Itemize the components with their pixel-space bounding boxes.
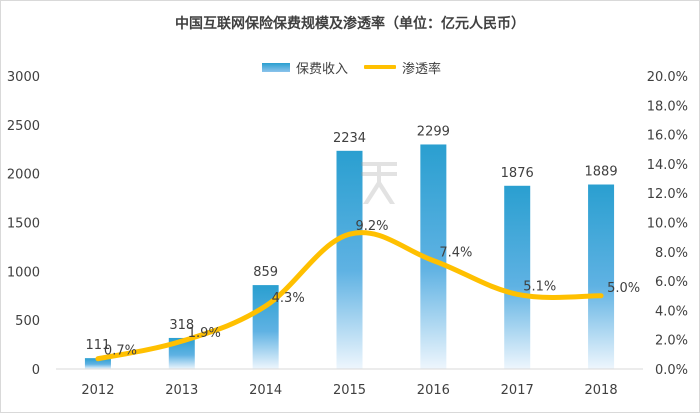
y-left-tick-label: 2500 [7, 119, 40, 134]
x-tick-label: 2017 [501, 383, 534, 398]
y-right-tick-label: 0.0% [655, 363, 688, 378]
line-data-label: 7.4% [439, 246, 472, 261]
line-data-label: 1.9% [188, 326, 221, 341]
bar-data-label: 1876 [501, 166, 534, 181]
y-left-tick-label: 500 [15, 314, 40, 329]
x-tick-label: 2013 [165, 383, 198, 398]
legend-bar-swatch [262, 62, 290, 72]
legend-item-penetration: 渗透率 [364, 58, 441, 77]
y-right-tick-label: 16.0% [647, 129, 688, 144]
line-data-label: 4.3% [272, 291, 305, 306]
y-right-tick-label: 2.0% [655, 334, 688, 349]
bar [84, 358, 111, 369]
y-left-tick-label: 1000 [7, 265, 40, 280]
bar [504, 185, 531, 369]
bar-data-label: 859 [253, 265, 278, 280]
chart-legend: 保费收入 渗透率 [262, 58, 457, 77]
legend-label-premium: 保费收入 [296, 61, 349, 77]
x-tick-label: 2015 [333, 383, 366, 398]
chart-title: 中国互联网保险保费规模及渗透率（单位：亿元人民币） [175, 16, 525, 32]
bar-data-label: 2299 [417, 124, 450, 139]
y-right-tick-label: 14.0% [647, 158, 688, 173]
y-right-tick-label: 12.0% [647, 187, 688, 202]
y-right-tick-label: 8.0% [655, 246, 688, 261]
brand-logo-icon [361, 162, 397, 204]
legend-label-penetration: 渗透率 [402, 61, 442, 77]
y-right-tick-label: 4.0% [655, 304, 688, 319]
line-data-label: 9.2% [356, 219, 389, 234]
x-tick-label: 2018 [585, 383, 618, 398]
line-point [264, 305, 267, 308]
line-point [180, 340, 183, 343]
x-tick-label: 2016 [417, 383, 450, 398]
line-point [348, 233, 351, 236]
bar-data-label: 1889 [585, 165, 618, 180]
line-point [96, 357, 99, 360]
bar-data-label: 111 [86, 338, 111, 353]
y-left-tick-label: 3000 [7, 70, 40, 85]
y-right-tick-label: 10.0% [647, 217, 688, 232]
legend-line-swatch [364, 65, 397, 69]
x-tick-label: 2012 [81, 383, 114, 398]
y-left-tick-label: 0 [32, 363, 40, 378]
y-right-tick-label: 20.0% [647, 70, 688, 85]
legend-item-premium: 保费收入 [262, 58, 348, 77]
bar-data-label: 2234 [333, 131, 366, 146]
y-left-tick-label: 1500 [7, 217, 40, 232]
bar-data-label: 318 [169, 318, 194, 333]
bar [336, 150, 363, 369]
x-tick-label: 2014 [249, 383, 282, 398]
line-data-label: 0.7% [104, 344, 137, 359]
y-right-tick-label: 18.0% [647, 99, 688, 114]
y-right-tick-label: 6.0% [655, 275, 688, 290]
line-point [516, 293, 519, 296]
y-left-tick-label: 2000 [7, 168, 40, 183]
line-point [600, 294, 603, 297]
line-point [432, 259, 435, 262]
bar [588, 184, 615, 369]
line-data-label: 5.0% [607, 281, 640, 296]
line-data-label: 5.1% [523, 279, 556, 294]
